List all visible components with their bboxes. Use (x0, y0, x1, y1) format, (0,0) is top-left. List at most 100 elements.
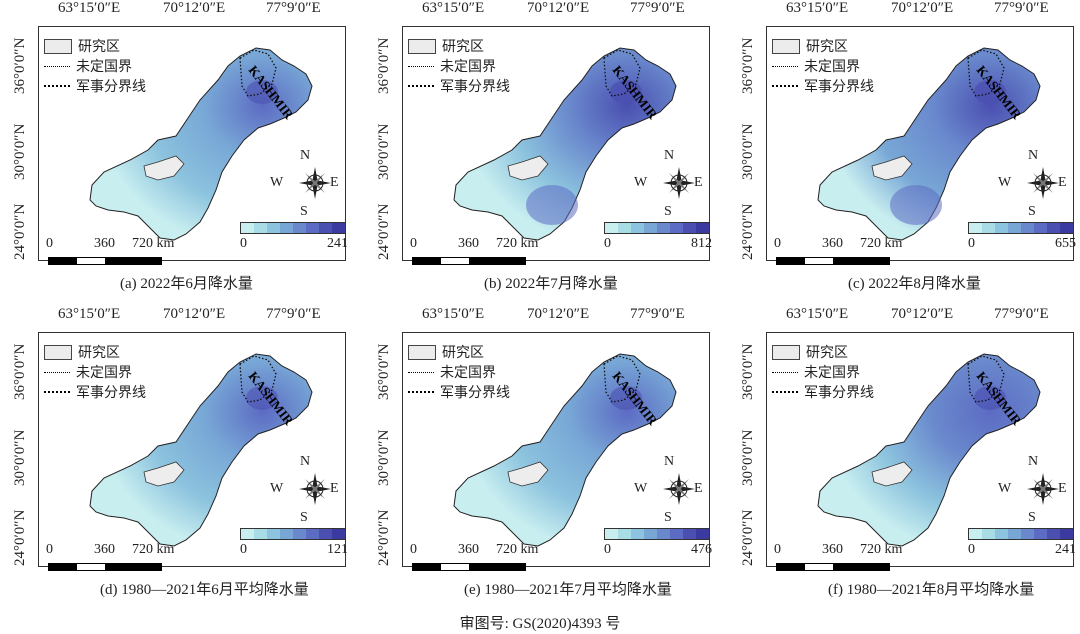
longitude-label: 77°9′0″E (266, 306, 321, 322)
colorbar-bin (319, 529, 332, 539)
sindh-rain-cluster (890, 185, 942, 225)
legend-undetermined-border: 未定国界 (76, 60, 132, 75)
scale-zero: 0 (774, 542, 781, 557)
colorbar-bin (657, 529, 670, 539)
military-line-symbol (408, 85, 434, 87)
scale-mid: 360 (822, 236, 843, 251)
scale-bar (776, 257, 890, 265)
colorbar-bin (254, 223, 267, 233)
panel-caption: (f) 1980—2021年8月平均降水量 (828, 582, 1035, 598)
undetermined-border-symbol (408, 371, 434, 373)
precipitation-map: KASHMIR (817, 353, 1059, 547)
precip-map-panel: 63°15′0″E 70°12′0″E 77°9′0″E 36°0′0″N 30°0′0… (736, 306, 1076, 596)
compass-n: N (300, 454, 311, 469)
colorbar-bin (306, 529, 319, 539)
colorbar-bin (969, 223, 982, 233)
map-legend: 研究区 未定国界 军事分界线 (44, 342, 146, 402)
compass-rose-icon (663, 167, 695, 199)
colorbar-bin (319, 223, 332, 233)
compass-e: E (694, 481, 703, 496)
colorbar-bin (1060, 529, 1073, 539)
map-frame (38, 332, 346, 567)
scale-mid: 360 (458, 236, 479, 251)
military-line (239, 49, 277, 97)
kashmir-rain-cluster (246, 80, 278, 104)
panel-caption: (c) 2022年8月降水量 (848, 276, 981, 292)
excluded-area (143, 461, 185, 487)
precipitation-map: KASHMIR (817, 47, 1059, 241)
colorbar-bin (644, 223, 657, 233)
compass-s: S (664, 510, 672, 525)
colorbar-bin (1008, 529, 1021, 539)
compass-e: E (330, 481, 339, 496)
map-legend: 研究区 未定国界 军事分界线 (772, 36, 874, 96)
longitude-label: 70°12′0″E (891, 306, 954, 322)
compass-e: E (330, 175, 339, 190)
precipitation-map: KASHMIR (89, 47, 331, 241)
colorbar-bin (995, 529, 1008, 539)
kashmir-rain-cluster (610, 80, 642, 104)
study-area-swatch (772, 344, 800, 360)
colorbar-bin (995, 223, 1008, 233)
compass-w: W (270, 481, 284, 496)
legend-undetermined-border: 未定国界 (440, 60, 496, 75)
colorbar-bin (618, 223, 631, 233)
map-frame (766, 26, 1074, 261)
colorbar-bin (241, 223, 254, 233)
colorbar-bin (982, 223, 995, 233)
military-line (603, 49, 641, 97)
colorbar-max: 812 (691, 236, 712, 251)
colorbar-bin (670, 223, 683, 233)
colorbar-max: 655 (1055, 236, 1076, 251)
scale-end: 720 km (860, 542, 903, 557)
longitude-label: 77°9′0″E (266, 0, 321, 16)
colorbar-bin (1034, 529, 1047, 539)
longitude-label: 77°9′0″E (630, 0, 685, 16)
legend-military-line: 军事分界线 (76, 386, 146, 401)
longitude-label: 63°15′0″E (58, 0, 121, 16)
scale-bar (776, 563, 890, 571)
precip-map-panel: 63°15′0″E 70°12′0″E 77°9′0″E 36°0′0″N 30°0′0… (736, 0, 1076, 290)
north-arrow: N S W E (634, 148, 703, 220)
colorbar-bin (293, 529, 306, 539)
legend-study-area: 研究区 (78, 346, 120, 361)
longitude-label: 70°12′0″E (527, 306, 590, 322)
map-legend: 研究区 未定国界 军事分界线 (408, 36, 510, 96)
colorbar-bin (683, 223, 696, 233)
longitude-label: 63°15′0″E (422, 0, 485, 16)
compass-rose-icon (299, 473, 331, 505)
colorbar-bin (332, 529, 345, 539)
map-frame (766, 332, 1074, 567)
colorbar-bin (982, 529, 995, 539)
kashmir-rain-cluster (974, 386, 1006, 410)
compass-e: E (1058, 481, 1067, 496)
colorbar-bin (293, 223, 306, 233)
precip-colorbar (240, 528, 346, 540)
precip-map-panel: 63°15′0″E 70°12′0″E 77°9′0″E 36°0′0″N 30°0′0… (8, 0, 348, 290)
colorbar-bin (696, 529, 709, 539)
longitude-label: 70°12′0″E (163, 0, 226, 16)
longitude-label: 70°12′0″E (527, 0, 590, 16)
precip-map-panel: 63°15′0″E 70°12′0″E 77°9′0″E 36°0′0″N 30°0′0… (8, 306, 348, 596)
colorbar-min: 0 (968, 236, 975, 251)
military-line (239, 355, 277, 403)
colorbar-bin (657, 223, 670, 233)
excluded-area (871, 155, 913, 181)
legend-study-area: 研究区 (442, 346, 484, 361)
scale-mid: 360 (94, 236, 115, 251)
colorbar-min: 0 (240, 236, 247, 251)
compass-s: S (300, 204, 308, 219)
scale-bar (412, 563, 526, 571)
legend-undetermined-border: 未定国界 (804, 60, 860, 75)
compass-e: E (1058, 175, 1067, 190)
compass-e: E (694, 175, 703, 190)
scale-end: 720 km (132, 236, 175, 251)
legend-study-area: 研究区 (806, 346, 848, 361)
colorbar-bin (683, 529, 696, 539)
study-area-swatch (408, 38, 436, 54)
map-frame (38, 26, 346, 261)
longitude-label: 70°12′0″E (163, 306, 226, 322)
kashmir-rain-cluster (974, 80, 1006, 104)
legend-study-area: 研究区 (78, 40, 120, 55)
undetermined-border-symbol (772, 371, 798, 373)
